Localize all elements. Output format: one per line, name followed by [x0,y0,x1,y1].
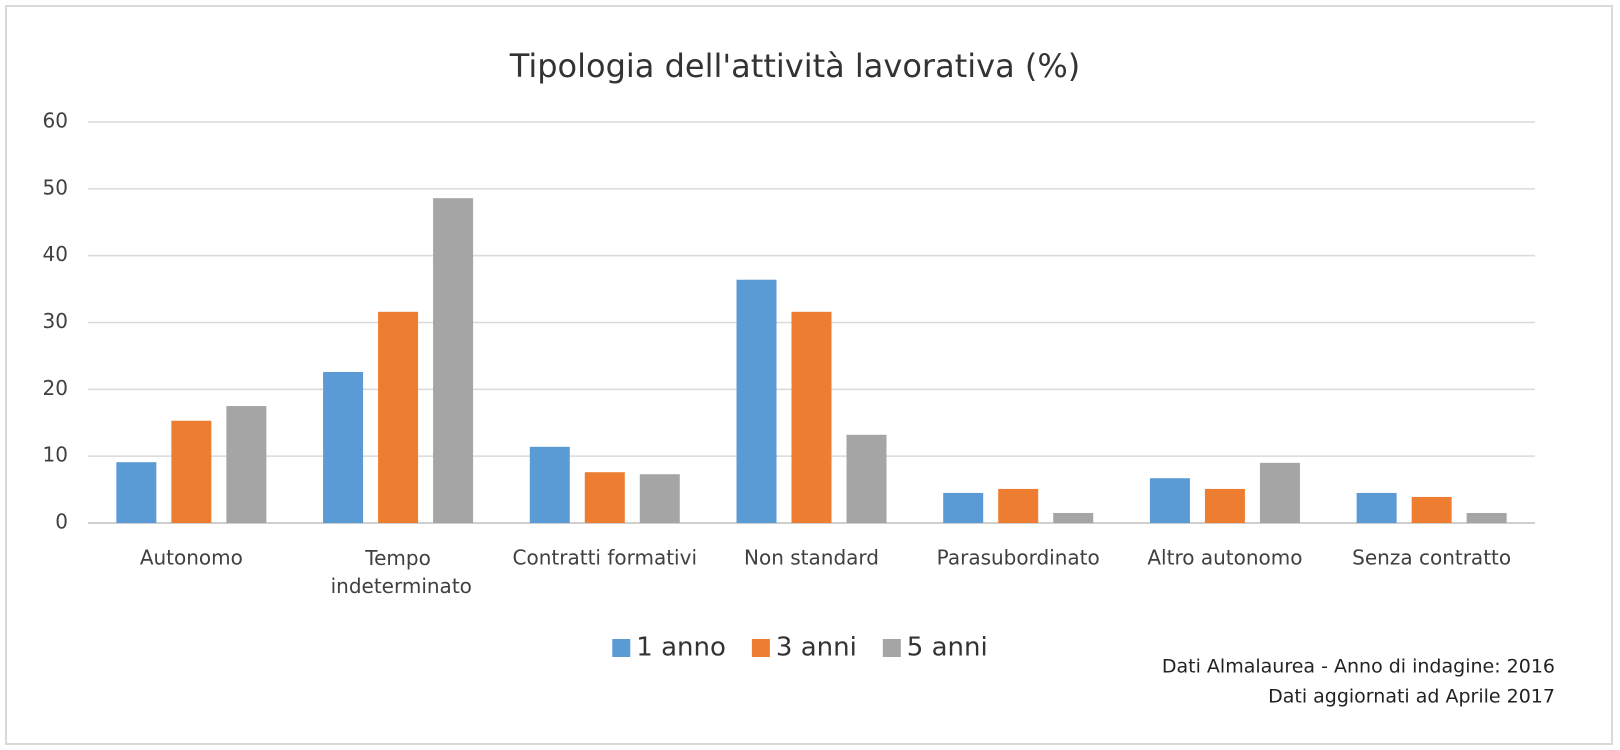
bar [639,474,680,523]
bar [116,462,157,523]
y-tick-label: 50 [43,175,68,199]
y-tick-label: 60 [43,109,68,133]
bar [1204,488,1245,523]
bar [943,492,984,523]
bar [1053,512,1094,523]
bar [226,406,267,523]
update-note: Dati aggiornati ad Aprile 2017 [1268,686,1555,708]
bar [1411,496,1452,523]
legend-label: 5 anni [907,633,988,663]
x-tick-label: Contratti formativi [513,546,697,570]
bar [998,488,1039,523]
bar [529,446,570,523]
legend-swatch [612,639,631,657]
bar [378,311,419,523]
bar [323,371,364,523]
x-tick-label: Senza contratto [1352,546,1511,570]
bar [736,279,777,523]
x-tick-label: Tempo indeterminato [324,546,472,598]
bar [1356,492,1397,523]
y-tick-label: 20 [43,376,68,400]
legend-label: 3 anni [776,633,857,663]
source-note: Dati Almalaurea - Anno di indagine: 2016 [1162,656,1555,678]
bar [791,311,832,523]
bar [1466,512,1507,523]
legend: 1 anno 3 anni 5 anni [612,633,988,663]
bar [171,420,212,523]
bar [1259,462,1300,523]
bar [846,434,887,523]
x-tick-label: Autonomo [140,546,243,570]
legend-swatch [751,639,770,657]
y-tick-label: 30 [43,309,68,333]
x-tick-label: Parasubordinato [937,546,1100,570]
y-tick-label: 0 [55,510,68,534]
bar [1149,478,1190,523]
y-tick-label: 40 [43,242,68,266]
y-tick-label: 10 [43,443,68,467]
bar [584,472,625,523]
bar [433,198,474,523]
x-tick-label: Altro autonomo [1147,546,1302,570]
chart-title: Tipologia dell'attività lavorativa (%) [509,47,1080,85]
legend-label: 1 anno [636,633,726,663]
legend-swatch [882,639,901,657]
x-tick-label: Non standard [744,546,879,570]
